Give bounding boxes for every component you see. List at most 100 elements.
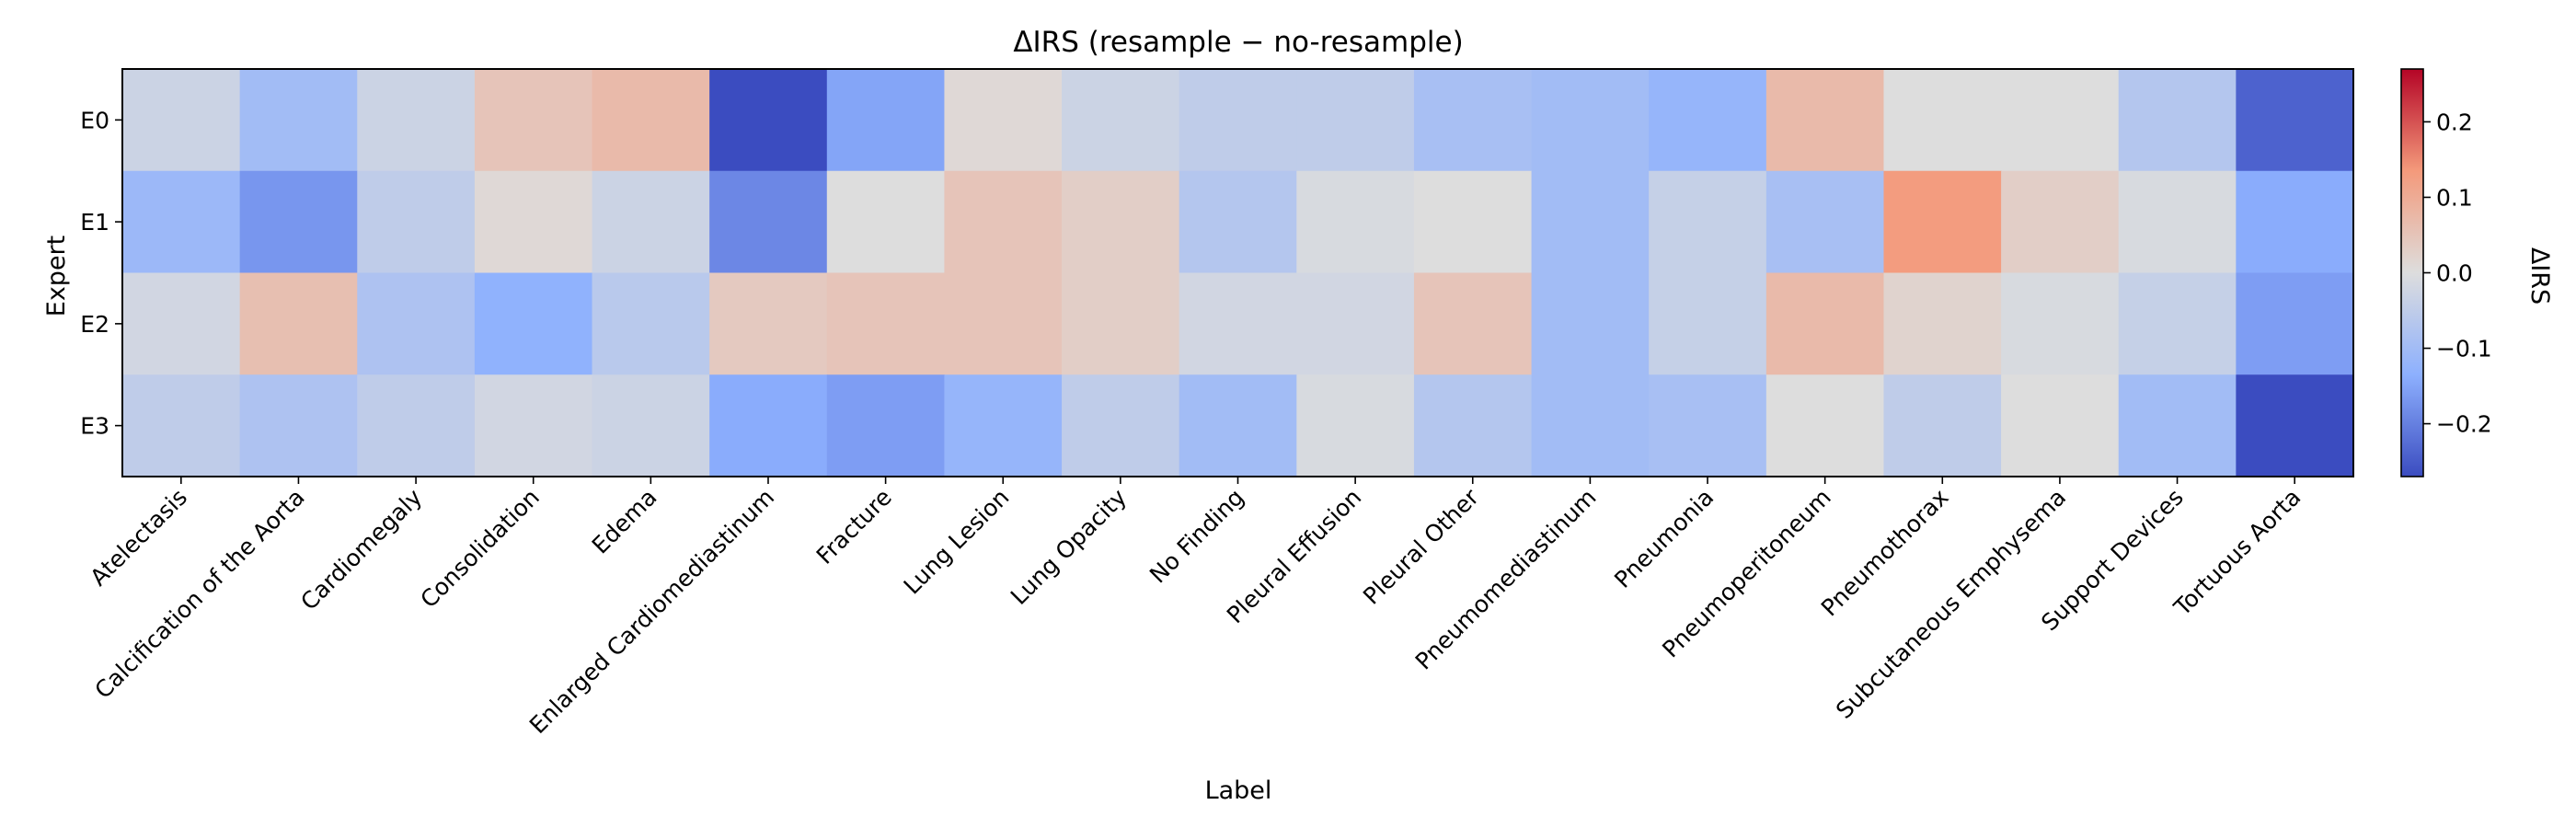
heatmap-cell xyxy=(592,170,710,274)
heatmap-cell xyxy=(1062,272,1180,375)
heatmap-cell xyxy=(2118,272,2237,375)
heatmap-cell xyxy=(357,272,476,375)
heatmap-cell xyxy=(1649,374,1767,477)
heatmap-cell xyxy=(474,272,593,375)
heatmap-cell xyxy=(1179,374,1297,477)
colorbar-tick-label: 0.0 xyxy=(2436,260,2473,287)
heatmap-cell xyxy=(2236,69,2354,172)
heatmap-cell xyxy=(357,69,476,172)
heatmap-cell xyxy=(826,69,946,172)
heatmap-cell xyxy=(1179,170,1297,274)
heatmap-cell xyxy=(944,69,1063,172)
heatmap-cell xyxy=(122,69,241,172)
colorbar-tick-label: 0.2 xyxy=(2436,109,2473,135)
colorbar-gradient xyxy=(2401,69,2423,477)
x-tick-label: No Finding xyxy=(1144,484,1249,589)
heatmap-cell xyxy=(2001,170,2120,274)
x-axis-label: Label xyxy=(1205,776,1272,805)
colorbar-ticks: 0.2 0.1 0.0 −0.1 −0.2 xyxy=(2423,109,2492,438)
heatmap-cell xyxy=(826,374,946,477)
heatmap-cell xyxy=(1883,170,2002,274)
heatmap-cell xyxy=(944,170,1063,274)
x-tick-label: Enlarged Cardiomediastinum xyxy=(524,484,779,739)
heatmap-cell xyxy=(1765,170,1885,274)
heatmap-cell xyxy=(1179,69,1297,172)
x-tick-label: Calcification of the Aorta xyxy=(89,484,309,704)
x-tick-label: Tortuous Aorta xyxy=(2168,484,2306,622)
heatmap-cell xyxy=(357,170,476,274)
heatmap-cell xyxy=(357,374,476,477)
heatmap-cell xyxy=(474,170,593,274)
heatmap-cell xyxy=(1649,69,1767,172)
x-tick-label: Lung Lesion xyxy=(899,484,1015,600)
heatmap-cell xyxy=(1649,272,1767,375)
x-tick-label: Consolidation xyxy=(415,484,545,614)
y-tick-label: E0 xyxy=(80,107,109,133)
heatmap-cell xyxy=(2001,272,2120,375)
heatmap-cell xyxy=(1296,374,1415,477)
heatmap-cell xyxy=(1413,170,1533,274)
heatmap-cell xyxy=(2001,69,2120,172)
x-tick-label: Subcutaneous Emphysema xyxy=(1831,484,2071,724)
x-tick-label: Pneumonia xyxy=(1609,484,1719,593)
heatmap-cell xyxy=(944,272,1063,375)
colorbar-tick-label: −0.1 xyxy=(2436,336,2492,362)
heatmap-cell xyxy=(709,272,828,375)
heatmap-cell xyxy=(2118,69,2237,172)
heatmap-cell xyxy=(1296,272,1415,375)
x-tick-label: Atelectasis xyxy=(85,484,192,592)
heatmap-cell xyxy=(1413,374,1533,477)
heatmap-cell xyxy=(239,374,358,477)
heatmap-cell xyxy=(592,272,710,375)
heatmap-cell xyxy=(826,170,946,274)
heatmap-cell xyxy=(1413,69,1533,172)
heatmap-cell xyxy=(709,69,828,172)
heatmap-cell xyxy=(709,374,828,477)
heatmap-cell xyxy=(239,272,358,375)
heatmap-cell xyxy=(1062,69,1180,172)
heatmap-cell xyxy=(592,69,710,172)
x-tick-label: Pneumothorax xyxy=(1816,484,1954,622)
heatmap-cell xyxy=(2236,170,2354,274)
heatmap-cell xyxy=(1765,374,1885,477)
heatmap-cell xyxy=(1649,170,1767,274)
heatmap-cell xyxy=(239,170,358,274)
y-tick-label: E3 xyxy=(80,413,109,440)
heatmap-cell xyxy=(474,374,593,477)
x-tick-label: Pleural Other xyxy=(1358,483,1484,609)
chart-title: ΔIRS (resample − no-resample) xyxy=(1013,26,1463,59)
heatmap-cell xyxy=(239,69,358,172)
y-tick-label: E1 xyxy=(80,209,109,236)
heatmap-cell xyxy=(1531,374,1650,477)
y-axis-ticks: E0 E1 E2 E3 xyxy=(80,107,122,440)
heatmap-cell xyxy=(1883,69,2002,172)
heatmap-cell xyxy=(2118,374,2237,477)
heatmap-cell xyxy=(2236,374,2354,477)
heatmap-cell xyxy=(944,374,1063,477)
heatmap-cell xyxy=(1062,170,1180,274)
heatmap-cell xyxy=(1179,272,1297,375)
y-axis-label: Expert xyxy=(42,236,71,316)
heatmap-cell xyxy=(2236,272,2354,375)
colorbar-tick-label: −0.2 xyxy=(2436,411,2492,438)
x-tick-label: Fracture xyxy=(811,484,897,569)
x-tick-label: Cardiomegaly xyxy=(295,484,427,615)
heatmap-cell xyxy=(709,170,828,274)
heatmap-cell xyxy=(1531,69,1650,172)
heatmap-cell xyxy=(1883,272,2002,375)
heatmap-cell xyxy=(122,272,241,375)
heatmap-cell xyxy=(2001,374,2120,477)
y-tick-label: E2 xyxy=(80,311,109,338)
heatmap-cell xyxy=(2118,170,2237,274)
heatmap-cell xyxy=(1296,170,1415,274)
heatmap-cell xyxy=(122,374,241,477)
heatmap-cell xyxy=(1413,272,1533,375)
x-tick-label: Edema xyxy=(587,484,662,559)
heatmap-cell xyxy=(1883,374,2002,477)
heatmap-cells xyxy=(122,69,2354,477)
heatmap-cell xyxy=(1531,170,1650,274)
heatmap-cell xyxy=(474,69,593,172)
colorbar-tick-label: 0.1 xyxy=(2436,184,2473,211)
